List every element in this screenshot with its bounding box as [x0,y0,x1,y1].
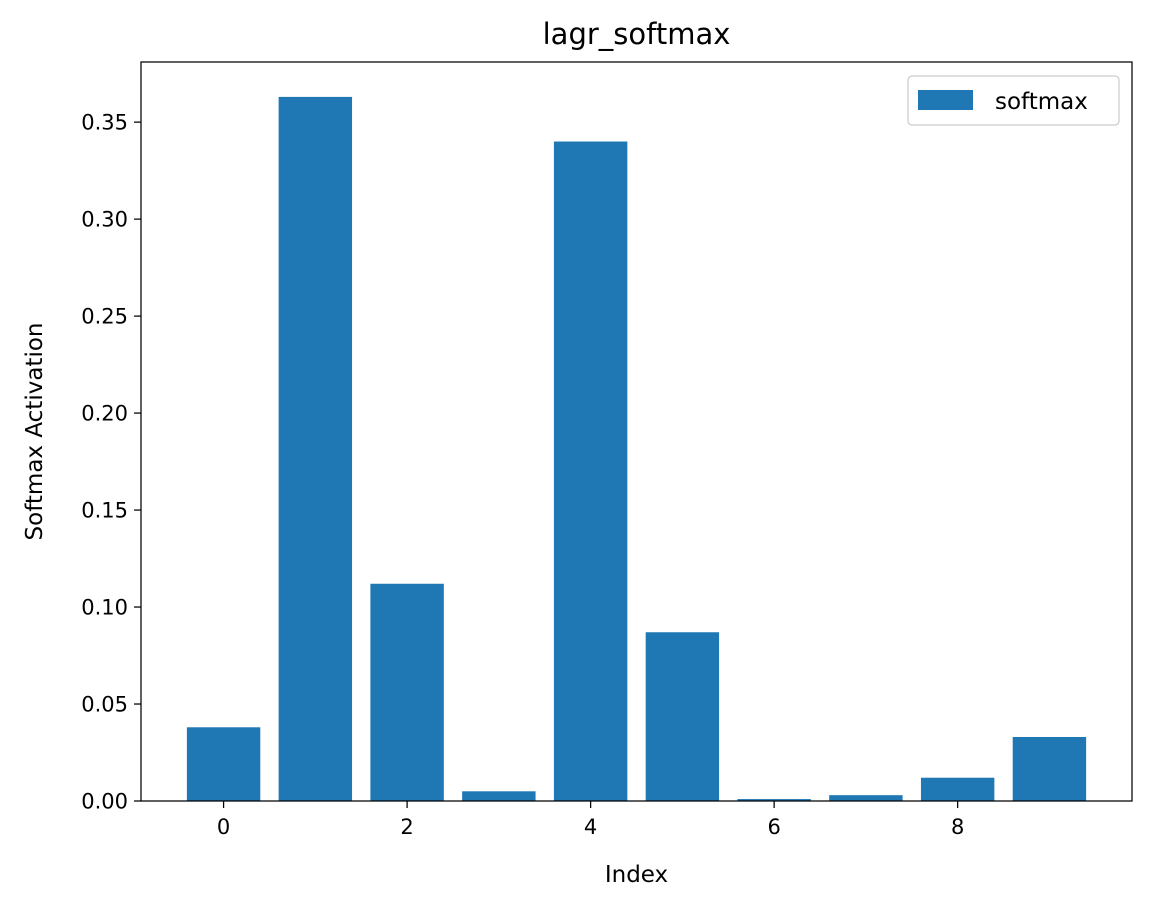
bar-9 [1012,736,1087,801]
y-tick-label: 0.30 [81,208,128,232]
bar-8 [920,777,995,801]
y-axis-label: Softmax Activation [22,323,48,541]
x-tick-label: 8 [951,815,964,839]
bar-4 [553,141,628,801]
bar-1 [278,96,353,801]
y-axis-ticks: 0.00 0.05 0.10 0.15 0.20 0.25 0.30 0.35 [81,111,141,814]
y-tick-label: 0.10 [81,596,128,620]
legend-swatch [918,90,973,110]
legend-label: softmax [995,89,1088,115]
y-tick-label: 0.35 [81,111,128,135]
x-tick-label: 6 [767,815,780,839]
x-tick-label: 2 [400,815,413,839]
y-tick-label: 0.00 [81,790,128,814]
legend: softmax [907,75,1120,126]
chart-title: lagr_softmax [543,17,731,51]
legend-box [907,75,1120,126]
x-axis-ticks: 0 2 4 6 8 [217,801,964,839]
x-tick-label: 4 [584,815,597,839]
y-tick-label: 0.20 [81,402,128,426]
bar-3 [462,791,536,801]
bar-2 [370,583,444,801]
bar-7 [829,795,903,801]
x-axis-label: Index [605,862,668,888]
axes-frame [140,61,1133,802]
bar-6 [737,799,811,801]
bar-0 [186,727,261,801]
y-tick-label: 0.05 [81,693,128,717]
y-tick-label: 0.15 [81,499,128,523]
bars [186,96,1087,801]
x-tick-label: 0 [217,815,230,839]
y-tick-label: 0.25 [81,305,128,329]
bar-5 [645,632,720,801]
